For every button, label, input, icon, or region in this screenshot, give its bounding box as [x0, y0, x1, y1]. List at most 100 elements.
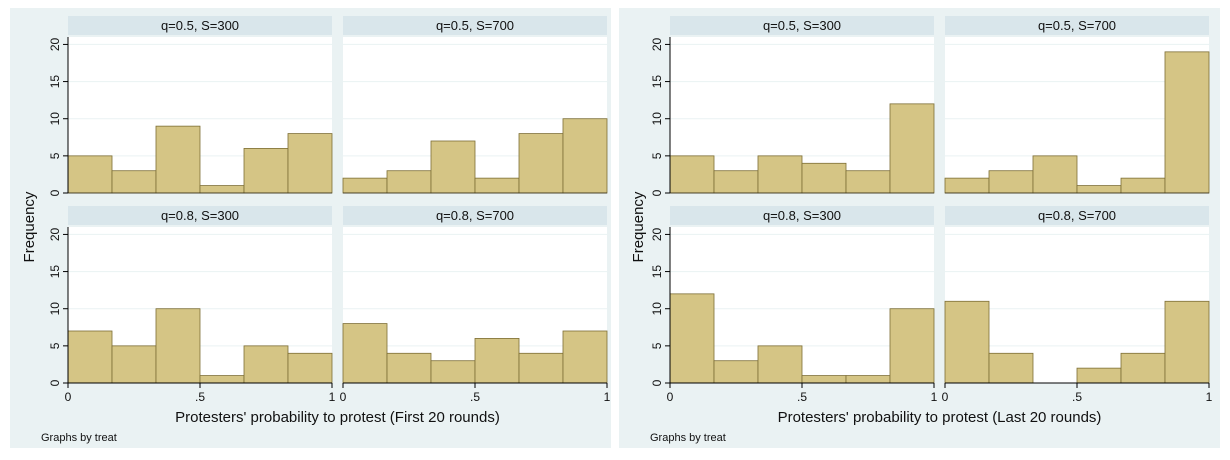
- histogram-bar: [562, 330, 608, 384]
- panel-strip: [670, 206, 934, 225]
- histogram-bar: [1076, 185, 1122, 194]
- histogram-bar: [1120, 352, 1166, 384]
- y-axis-label: Frequency: [630, 191, 647, 262]
- panel-title: q=0.8, S=700: [1038, 208, 1116, 223]
- x-tick-label: 0: [667, 390, 674, 404]
- y-tick-label: 0: [650, 379, 664, 386]
- y-tick-label: 20: [650, 227, 664, 241]
- histogram-bar: [243, 148, 289, 194]
- histogram-bar: [287, 133, 333, 194]
- y-tick-label: 5: [650, 342, 664, 349]
- y-tick-label: 0: [650, 189, 664, 196]
- x-tick-label: .5: [470, 390, 480, 404]
- histogram-bar: [713, 360, 759, 384]
- x-tick-label: 0: [65, 390, 72, 404]
- histogram-bar: [944, 177, 990, 194]
- y-tick-label: 0: [48, 379, 62, 386]
- panel-strip: [945, 206, 1209, 225]
- histogram-bar: [155, 308, 201, 384]
- histogram-bar: [1164, 300, 1210, 384]
- x-tick-label: 1: [329, 390, 336, 404]
- panel-title: q=0.8, S=700: [436, 208, 514, 223]
- histogram-bar: [199, 375, 245, 384]
- histogram-bar: [155, 125, 201, 194]
- histogram-bar: [801, 375, 847, 384]
- x-axis-label: Protesters' probability to protest (Firs…: [175, 409, 500, 426]
- histogram-bar: [111, 170, 157, 194]
- y-tick-label: 0: [48, 189, 62, 196]
- panel: q=0.5, S=300 0 5 10 15 20: [650, 16, 935, 196]
- y-tick-label: 10: [48, 112, 62, 126]
- y-tick-label: 20: [48, 37, 62, 51]
- panel-title: q=0.8, S=300: [763, 208, 841, 223]
- histogram-bar: [801, 162, 847, 194]
- histogram-bar: [342, 177, 388, 194]
- histogram-bar: [669, 155, 715, 194]
- histogram-bar: [713, 170, 759, 194]
- x-tick-label: 1: [604, 390, 611, 404]
- panel-strip: [68, 16, 332, 35]
- panel: q=0.8, S=300 0 5 10 15 20 0 .5 1: [650, 206, 938, 404]
- histogram-bar: [386, 352, 432, 384]
- histogram-bar: [67, 330, 113, 384]
- histogram-bar: [845, 375, 891, 384]
- histogram-bar: [1076, 367, 1122, 384]
- x-axis-label: Protesters' probability to protest (Last…: [778, 409, 1102, 426]
- y-tick-label: 5: [650, 152, 664, 159]
- histogram-bar: [1120, 177, 1166, 194]
- panel-title: q=0.5, S=700: [1038, 18, 1116, 33]
- x-tick-label: 0: [942, 390, 949, 404]
- panel-title: q=0.5, S=300: [763, 18, 841, 33]
- panel-strip: [68, 206, 332, 225]
- graph-note: Graphs by treat: [650, 432, 726, 444]
- histogram-bar: [243, 345, 289, 384]
- x-tick-label: 0: [340, 390, 347, 404]
- panel-title: q=0.5, S=300: [161, 18, 239, 33]
- histogram-bar: [474, 177, 520, 194]
- histogram-bar: [111, 345, 157, 384]
- y-tick-label: 15: [48, 75, 62, 89]
- histogram-bar: [67, 155, 113, 194]
- x-tick-label: .5: [1072, 390, 1082, 404]
- y-tick-label: 10: [48, 302, 62, 316]
- histogram-bar: [889, 308, 935, 384]
- histogram-bar: [430, 360, 476, 384]
- graph-note: Graphs by treat: [41, 432, 117, 444]
- histogram-bar: [1164, 51, 1210, 194]
- histogram-bar: [287, 352, 333, 384]
- y-tick-label: 10: [650, 112, 664, 126]
- panel-strip: [343, 206, 607, 225]
- panel: q=0.8, S=300 0 5 10 15 20 0 .5 1: [48, 206, 336, 404]
- panel: q=0.5, S=300 0 5 10 15 20: [48, 16, 333, 196]
- histogram-bar: [430, 140, 476, 194]
- y-tick-label: 20: [48, 227, 62, 241]
- panel-strip: [343, 16, 607, 35]
- panel-strip: [945, 16, 1209, 35]
- x-tick-label: .5: [195, 390, 205, 404]
- panel: q=0.5, S=700: [944, 16, 1210, 194]
- y-tick-label: 5: [48, 152, 62, 159]
- panel-title: q=0.8, S=300: [161, 208, 239, 223]
- x-tick-label: 1: [931, 390, 938, 404]
- histogram-bar: [889, 103, 935, 194]
- histogram-bar: [845, 170, 891, 194]
- histogram-bar: [518, 352, 564, 384]
- histogram-bar: [199, 185, 245, 194]
- histogram-bar: [342, 323, 388, 384]
- histogram-bar: [757, 155, 803, 194]
- y-tick-label: 15: [650, 75, 664, 89]
- y-tick-label: 15: [48, 265, 62, 279]
- histogram-bar: [386, 170, 432, 194]
- histogram-bar: [1032, 155, 1078, 194]
- panel: q=0.8, S=700 0 .5 1: [340, 206, 611, 404]
- y-tick-label: 20: [650, 37, 664, 51]
- histogram-bar: [518, 133, 564, 194]
- panel-title: q=0.5, S=700: [436, 18, 514, 33]
- histogram-bar: [669, 293, 715, 384]
- y-tick-label: 15: [650, 265, 664, 279]
- y-axis-label: Frequency: [21, 191, 38, 262]
- histogram-bar: [988, 352, 1034, 384]
